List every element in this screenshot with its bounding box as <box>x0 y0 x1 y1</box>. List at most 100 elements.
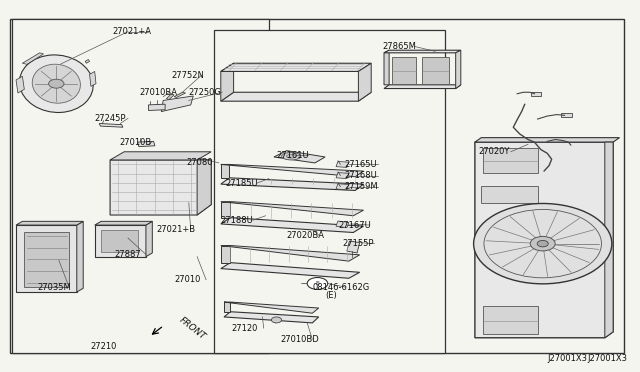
Polygon shape <box>110 152 211 160</box>
Polygon shape <box>221 202 364 216</box>
Bar <box>10 19 624 353</box>
Polygon shape <box>336 184 349 190</box>
Text: 27010: 27010 <box>174 275 200 284</box>
Polygon shape <box>221 202 230 218</box>
Ellipse shape <box>32 64 81 103</box>
Polygon shape <box>148 104 165 110</box>
Bar <box>101 230 138 252</box>
Polygon shape <box>16 76 24 93</box>
Bar <box>531 92 541 96</box>
Polygon shape <box>336 161 349 167</box>
Text: J27001X3: J27001X3 <box>588 355 627 363</box>
Polygon shape <box>384 50 389 85</box>
Text: E: E <box>316 281 319 286</box>
Text: J27001X3: J27001X3 <box>548 355 588 363</box>
Text: FRONT: FRONT <box>178 315 208 341</box>
Polygon shape <box>224 312 319 323</box>
Circle shape <box>307 278 328 289</box>
Polygon shape <box>95 225 146 257</box>
Bar <box>422 57 449 84</box>
Ellipse shape <box>282 153 301 160</box>
Polygon shape <box>77 221 83 292</box>
Text: 27210: 27210 <box>91 342 117 351</box>
Text: 27165U: 27165U <box>344 160 377 169</box>
Polygon shape <box>16 225 77 292</box>
Text: 27752N: 27752N <box>172 71 204 80</box>
Bar <box>12 19 269 353</box>
Text: 27020BA: 27020BA <box>287 231 324 240</box>
Polygon shape <box>384 85 461 89</box>
Text: 27155P: 27155P <box>342 239 374 248</box>
Polygon shape <box>221 92 371 101</box>
Text: 27021+A: 27021+A <box>112 27 151 36</box>
Text: 27035M: 27035M <box>37 283 71 292</box>
Text: 27168U: 27168U <box>344 171 377 180</box>
Polygon shape <box>475 138 620 142</box>
Polygon shape <box>481 186 538 203</box>
Circle shape <box>531 237 555 251</box>
Polygon shape <box>95 221 152 225</box>
Polygon shape <box>224 302 230 312</box>
Ellipse shape <box>19 55 93 112</box>
Bar <box>24 232 69 287</box>
Text: 27010BA: 27010BA <box>140 88 177 97</box>
Text: 27161U: 27161U <box>276 151 309 160</box>
Text: (E): (E) <box>325 291 337 300</box>
Bar <box>214 30 445 353</box>
Polygon shape <box>174 92 186 97</box>
Polygon shape <box>90 71 96 86</box>
Polygon shape <box>16 221 83 225</box>
Text: 27188U: 27188U <box>221 216 253 225</box>
Polygon shape <box>221 164 229 178</box>
Polygon shape <box>221 164 364 177</box>
Polygon shape <box>475 142 613 338</box>
Circle shape <box>271 317 282 323</box>
Text: 27010BD: 27010BD <box>280 335 319 344</box>
Polygon shape <box>221 246 230 263</box>
Text: 27250G: 27250G <box>189 88 221 97</box>
Text: 27185U: 27185U <box>225 179 258 187</box>
Polygon shape <box>358 63 371 101</box>
Bar <box>483 306 538 334</box>
Polygon shape <box>224 302 319 313</box>
Ellipse shape <box>287 154 296 158</box>
Polygon shape <box>110 160 211 215</box>
Polygon shape <box>166 94 174 100</box>
Polygon shape <box>336 221 349 228</box>
Text: 27167U: 27167U <box>338 221 371 230</box>
Polygon shape <box>456 50 461 89</box>
Text: 27080: 27080 <box>187 158 213 167</box>
Polygon shape <box>384 50 461 53</box>
Bar <box>568 142 582 147</box>
Polygon shape <box>221 63 234 101</box>
Text: 27865M: 27865M <box>383 42 417 51</box>
Polygon shape <box>221 263 360 278</box>
Bar <box>561 113 572 117</box>
Polygon shape <box>197 160 211 215</box>
Text: 27159M: 27159M <box>344 182 378 191</box>
Text: 08146-6162G: 08146-6162G <box>312 283 369 292</box>
Polygon shape <box>605 142 613 338</box>
Polygon shape <box>138 141 155 147</box>
Text: 27887: 27887 <box>114 250 141 259</box>
Text: 27010B: 27010B <box>119 138 151 147</box>
Text: 27021+B: 27021+B <box>157 225 196 234</box>
Circle shape <box>474 203 612 284</box>
Polygon shape <box>336 173 349 179</box>
Polygon shape <box>85 60 90 63</box>
Text: 27245P: 27245P <box>95 114 126 123</box>
Bar <box>563 226 598 261</box>
Polygon shape <box>221 178 364 190</box>
Polygon shape <box>274 151 325 163</box>
Polygon shape <box>221 218 364 232</box>
Bar <box>392 57 416 84</box>
Circle shape <box>49 79 64 88</box>
Polygon shape <box>146 221 152 257</box>
Polygon shape <box>347 241 360 253</box>
Text: 27120: 27120 <box>232 324 258 333</box>
Bar <box>483 148 538 173</box>
Polygon shape <box>99 124 123 127</box>
Circle shape <box>537 240 548 247</box>
Text: 27020Y: 27020Y <box>479 147 510 156</box>
Polygon shape <box>22 53 44 64</box>
